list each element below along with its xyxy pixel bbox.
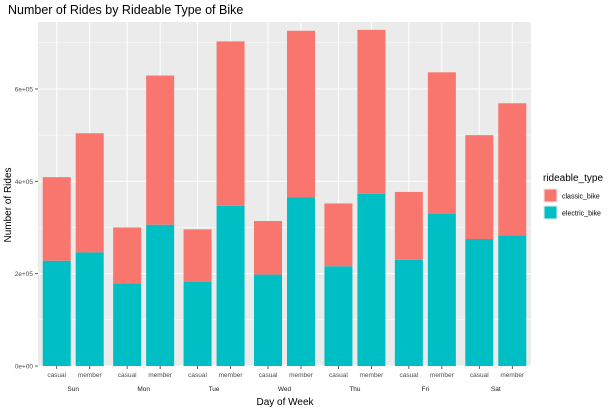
bar-classic-bike: [113, 227, 142, 284]
bar-classic-bike: [146, 75, 175, 225]
x-tick-label: member: [219, 372, 244, 379]
legend-label: classic_bike: [562, 194, 600, 201]
bar-electric-bike: [324, 266, 353, 366]
x-tick-label: member: [78, 372, 103, 379]
bar-electric-bike: [465, 239, 494, 366]
bar-electric-bike: [113, 283, 142, 366]
bar-electric-bike: [183, 281, 212, 366]
x-tick-label: member: [148, 372, 173, 379]
legend-swatch-electric-bike: [544, 206, 557, 219]
bar-classic-bike: [394, 191, 423, 260]
x-tick-label: member: [500, 372, 525, 379]
bar-electric-bike: [146, 224, 175, 366]
bar-classic-bike: [216, 41, 245, 206]
bar-classic-bike: [324, 203, 353, 267]
day-label: Sat: [491, 386, 501, 393]
x-tick-label: casual: [188, 372, 207, 379]
bar-classic-bike: [75, 133, 104, 253]
y-axis-title: Number of Rides: [3, 167, 14, 242]
bar-classic-bike: [498, 103, 527, 236]
bar-electric-bike: [394, 259, 423, 366]
day-label: Mon: [137, 386, 150, 393]
x-tick-label: member: [289, 372, 314, 379]
chart-title: Number of Rides by Rideable Type of Bike: [8, 3, 243, 17]
x-tick-label: member: [430, 372, 455, 379]
bar-electric-bike: [216, 205, 245, 366]
y-tick-label: 6e+05: [15, 86, 34, 93]
bar-classic-bike: [254, 221, 282, 275]
plot-panel: [38, 22, 531, 366]
day-label: Thu: [349, 386, 361, 393]
bar-classic-bike: [465, 135, 494, 240]
day-label: Sun: [67, 386, 79, 393]
bar-classic-bike: [42, 177, 71, 261]
x-tick-label: casual: [399, 372, 418, 379]
bar-electric-bike: [427, 213, 456, 366]
legend-label: electric_bike: [562, 211, 601, 218]
x-tick-label: casual: [47, 372, 66, 379]
bar-classic-bike: [357, 29, 386, 194]
bar-marks: [42, 29, 527, 366]
x-tick-label: casual: [470, 372, 489, 379]
legend-title: rideable_type: [543, 173, 603, 184]
y-tick-label: 0e+00: [15, 364, 34, 371]
y-tick-label: 4e+05: [15, 179, 34, 186]
bar-electric-bike: [254, 274, 282, 366]
x-tick-label: casual: [329, 372, 348, 379]
legend-swatch-classic-bike: [544, 189, 557, 202]
x-tick-label: casual: [118, 372, 137, 379]
bar-classic-bike: [427, 72, 456, 214]
x-tick-label: member: [360, 372, 385, 379]
bar-classic-bike: [287, 30, 315, 198]
bar-electric-bike: [498, 235, 527, 366]
legend: rideable_type classic_bike electric_bike: [543, 173, 603, 220]
bar-classic-bike: [183, 229, 212, 282]
bar-electric-bike: [287, 197, 315, 366]
bar-electric-bike: [75, 252, 104, 366]
x-axis-title: Day of Week: [256, 397, 314, 408]
bar-electric-bike: [42, 260, 71, 366]
x-tick-label: casual: [259, 372, 278, 379]
day-label: Wed: [278, 386, 292, 393]
bar-electric-bike: [357, 193, 386, 366]
day-label: Tue: [209, 386, 220, 393]
day-label: Fri: [422, 386, 430, 393]
y-tick-label: 2e+05: [15, 271, 34, 278]
